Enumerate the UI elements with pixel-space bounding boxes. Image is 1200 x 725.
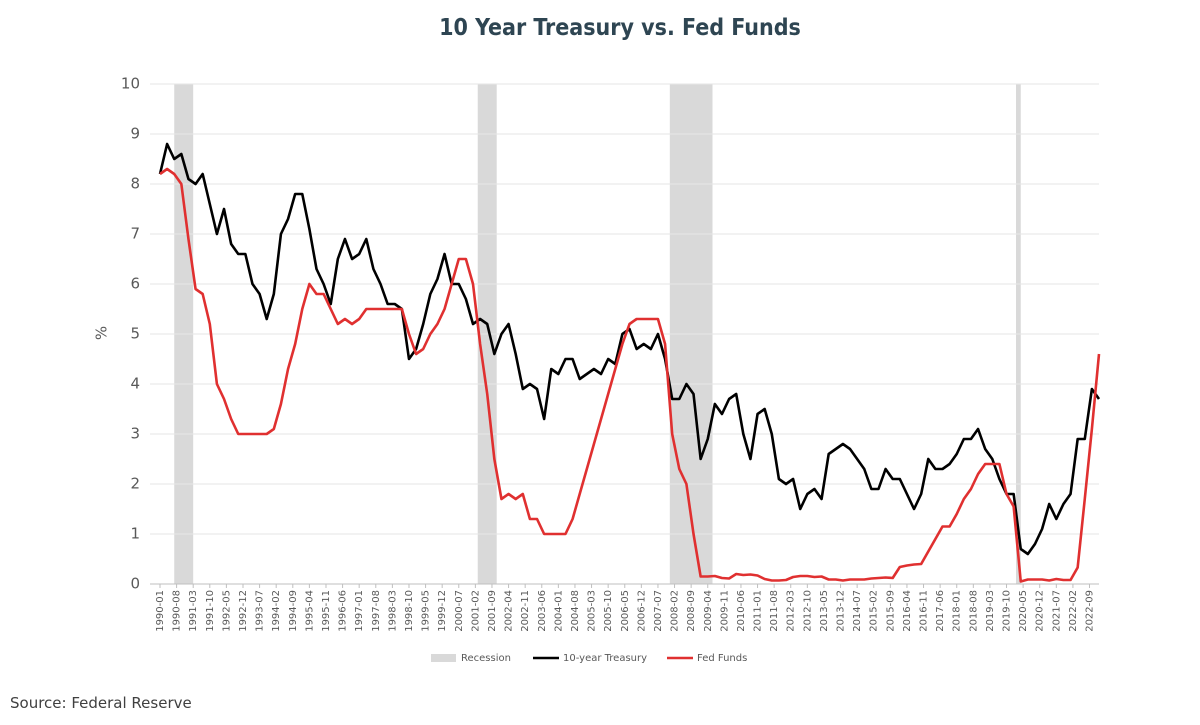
legend: Recession 10-year Treasury Fed Funds: [431, 653, 747, 664]
x-tick-label: 1991-10: [205, 590, 216, 632]
legend-swatch: [431, 654, 456, 662]
x-tick-label: 2015-02: [869, 590, 880, 632]
x-tick-label: 2019-03: [985, 590, 996, 632]
x-tick-label: 2006-05: [620, 590, 631, 632]
x-tick-label: 2002-04: [504, 590, 515, 632]
legend-label: Recession: [461, 653, 511, 664]
x-tick-label: 1994-02: [271, 590, 282, 632]
y-tick-label: 3: [130, 425, 140, 443]
x-tick-label: 2017-06: [935, 590, 946, 632]
lines: [158, 142, 1101, 583]
x-tick-label: 2011-08: [769, 590, 780, 632]
x-tick-label: 1991-03: [188, 590, 199, 632]
x-tick-label: 2020-05: [1018, 590, 1029, 632]
x-tick-label: 2008-09: [686, 590, 697, 632]
x-tick-label: 1999-05: [421, 590, 432, 632]
x-tick-label: 2005-10: [603, 590, 614, 632]
y-tick-label: 7: [130, 225, 140, 243]
x-tick-label: 1997-08: [371, 590, 382, 632]
x-tick-label: 2010-06: [736, 590, 747, 632]
x-tick-label: 1996-06: [338, 590, 349, 632]
x-tick-label: 1995-11: [321, 590, 332, 632]
y-tick-label: 1: [130, 525, 140, 543]
x-tick-label: 2019-10: [1002, 590, 1013, 632]
x-tick-label: 2013-12: [836, 590, 847, 632]
x-tick-label: 2009-11: [719, 590, 730, 632]
x-tick-label: 1993-07: [255, 590, 266, 632]
x-tick-label: 2001-02: [470, 590, 481, 632]
x-tick-label: 2018-08: [968, 590, 979, 632]
x-tick-label: 1992-05: [221, 590, 232, 632]
x-tick-label: 2013-05: [819, 590, 830, 632]
x-tick-label: 2016-11: [919, 590, 930, 632]
x-tick-label: 2006-12: [636, 590, 647, 632]
chart-title: 10 Year Treasury vs. Fed Funds: [439, 15, 801, 41]
x-tick-label: 1990-01: [155, 590, 166, 632]
x-tick-label: 2001-09: [487, 590, 498, 632]
x-tick-label: 1998-03: [387, 590, 398, 632]
x-tick-label: 2004-01: [553, 590, 564, 632]
x-tick-label: 2005-03: [587, 590, 598, 632]
x-tick-label: 1990-08: [172, 590, 183, 632]
x-tick-label: 2016-04: [902, 590, 913, 632]
y-tick-label: 6: [130, 275, 140, 293]
x-tick-label: 2012-03: [786, 590, 797, 632]
legend-label: Fed Funds: [697, 653, 747, 664]
x-tick-label: 2012-10: [802, 590, 813, 632]
x-tick-label: 1998-10: [404, 590, 415, 632]
y-tick-label: 8: [130, 175, 140, 193]
y-tick-label: 0: [130, 575, 140, 593]
x-tick-label: 2022-02: [1068, 590, 1079, 632]
x-tick-label: 2014-07: [852, 590, 863, 632]
x-tick-label: 2008-02: [670, 590, 681, 632]
x-tick-label: 2015-09: [885, 590, 896, 632]
y-tick-label: 2: [130, 475, 140, 493]
y-tick-label: 4: [130, 375, 140, 393]
x-tick-label: 2020-12: [1035, 590, 1046, 632]
x-tick-label: 1995-04: [304, 590, 315, 632]
series-line: [159, 167, 1101, 583]
x-tick-label: 2004-08: [570, 590, 581, 632]
x-tick-label: 2021-07: [1051, 590, 1062, 632]
x-tick-label: 1992-12: [238, 590, 249, 632]
x-tick-label: 1999-12: [437, 590, 448, 632]
x-tick-label: 2000-07: [454, 590, 465, 632]
x-tick-label: 2011-01: [753, 590, 764, 632]
y-tick-label: 5: [130, 325, 140, 343]
x-tick-label: 2007-07: [653, 590, 664, 632]
x-tick-label: 1994-09: [288, 590, 299, 632]
x-tick-label: 2009-04: [703, 590, 714, 632]
x-tick-label: 2003-06: [537, 590, 548, 632]
x-tick-label: 2022-09: [1085, 590, 1096, 632]
y-tick-label: 10: [121, 75, 140, 93]
legend-label: 10-year Treasury: [563, 653, 647, 664]
x-tick-label: 2018-01: [952, 590, 963, 632]
x-tick-label: 1997-01: [354, 590, 365, 632]
series-line: [158, 142, 1101, 556]
grid: 0 1 2 3 4 5 6 7 8 9 10: [121, 75, 1099, 593]
x-axis: 1990-01 1990-08 1991-03 1991-10 1992-05 1992-…: [155, 584, 1096, 632]
x-tick-label: 2002-11: [520, 590, 531, 632]
y-axis-label: %: [93, 326, 111, 340]
y-tick-label: 9: [130, 125, 140, 143]
source: Source: Federal Reserve: [10, 694, 192, 712]
